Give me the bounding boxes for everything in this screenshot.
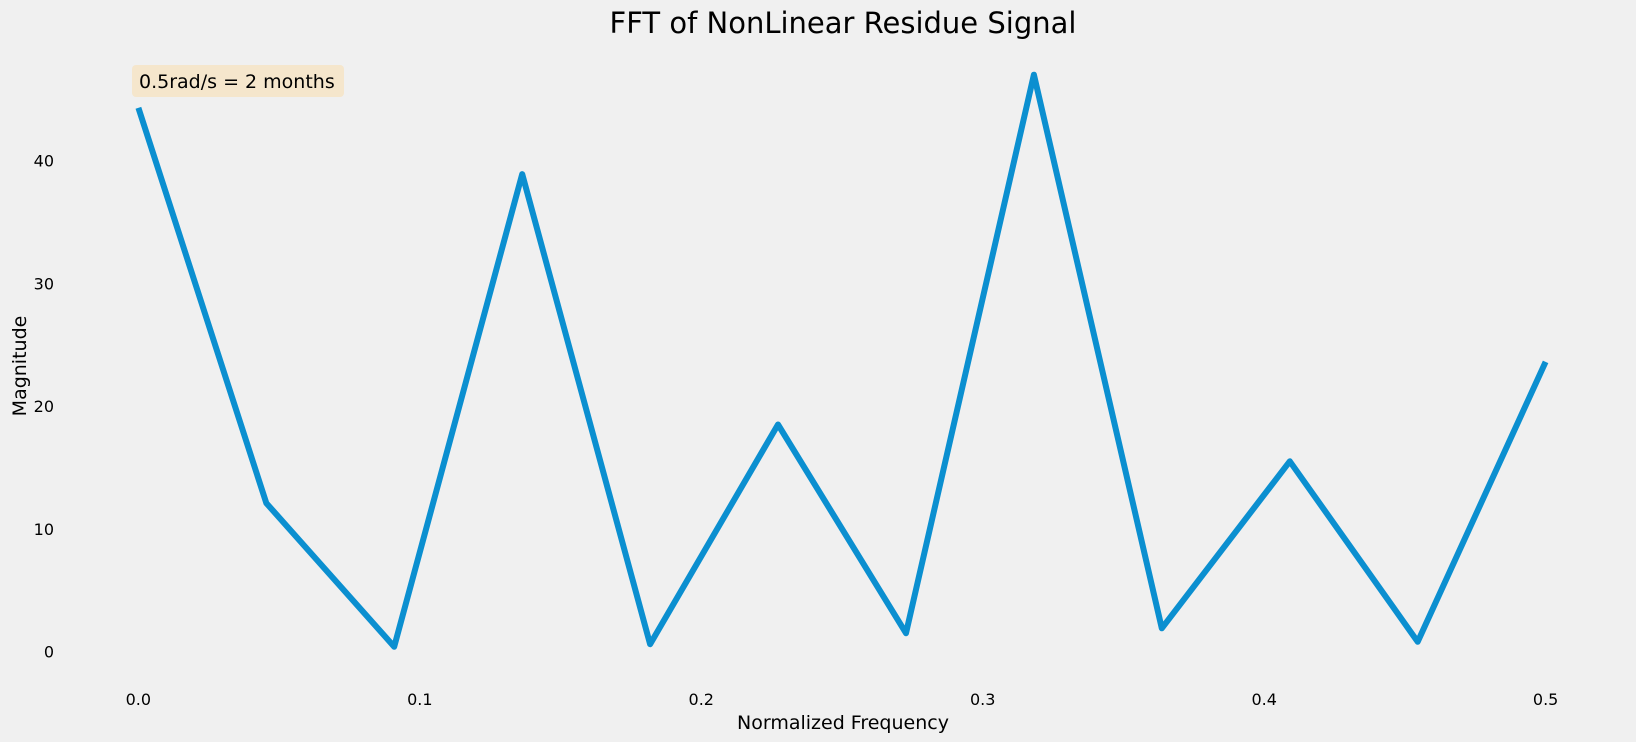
x-tick-label: 0.2 [689, 690, 714, 709]
y-tick-label: 40 [34, 152, 54, 171]
y-tick-labels: 0 10 20 30 40 [34, 152, 54, 662]
y-axis-label: Magnitude [9, 316, 31, 417]
y-tick-label: 30 [34, 274, 54, 293]
x-tick-label: 0.4 [1251, 690, 1276, 709]
annotation-box [132, 65, 344, 97]
chart-title: FFT of NonLinear Residue Signal [610, 6, 1077, 40]
x-axis-label: Normalized Frequency [737, 712, 949, 734]
x-tick-label: 0.0 [126, 690, 151, 709]
x-tick-labels: 0.0 0.1 0.2 0.3 0.4 0.5 [126, 690, 1559, 709]
annotation: 0.5rad/s = 2 months [132, 65, 344, 97]
x-tick-label: 0.5 [1533, 690, 1558, 709]
y-tick-label: 10 [34, 520, 54, 539]
y-tick-label: 20 [34, 397, 54, 416]
y-tick-label: 0 [44, 643, 54, 662]
series-layer [135, 71, 1549, 650]
x-tick-label: 0.3 [970, 690, 995, 709]
series-line [135, 71, 1549, 650]
x-tick-label: 0.1 [407, 690, 432, 709]
annotation-text: 0.5rad/s = 2 months [139, 71, 335, 93]
